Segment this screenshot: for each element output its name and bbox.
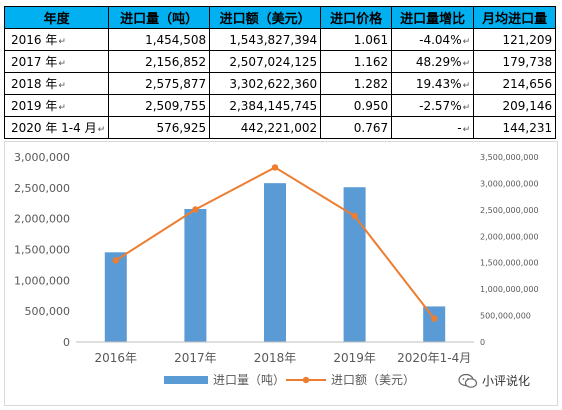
x-axis-ticks: 2016年 2017年 2018年 2019年 2020年1-4月 bbox=[95, 351, 472, 365]
growth-cell: 19.43%↵ bbox=[391, 72, 475, 95]
table-row: 2017 年↵ 2,156,852 2,507,024,125 1.162 48… bbox=[3, 50, 557, 73]
right-axis-ticks: 0 500,000,000 1,000,000,000 1,500,000,000 2,… bbox=[480, 153, 539, 347]
left-tick-label: 2,500,000 bbox=[14, 182, 70, 195]
right-tick-label: 2,500,000,000 bbox=[480, 206, 539, 215]
value-cell: 2,507,024,125 bbox=[209, 50, 322, 73]
line-series bbox=[112, 164, 438, 322]
monthly-avg-cell: 144,231 bbox=[473, 116, 557, 139]
growth-cell: 48.29%↵ bbox=[391, 50, 475, 73]
price-cell: 1.061 bbox=[320, 28, 393, 51]
right-tick-label: 3,000,000,000 bbox=[480, 179, 539, 188]
line-point bbox=[351, 212, 358, 220]
combo-chart: 0 500,000 1,000,000 1,500,000 2,000,000 2,500… bbox=[4, 141, 558, 406]
x-tick-label: 2016年 bbox=[95, 351, 138, 365]
volume-cell: 2,509,755 bbox=[108, 94, 211, 117]
right-tick-label: 1,500,000,000 bbox=[480, 259, 539, 268]
watermark: 小评说化 bbox=[458, 372, 530, 389]
data-table-container: 年度 进口量（吨） 进口额（美元） 进口价格 进口量增比 月均进口量 2016 … bbox=[3, 6, 557, 139]
year-cell: 2017 年↵ bbox=[3, 50, 110, 73]
x-tick-label: 2018年 bbox=[254, 351, 297, 365]
price-cell: 1.162 bbox=[320, 50, 393, 73]
x-tick-label: 2017年 bbox=[174, 351, 217, 365]
bar bbox=[104, 252, 127, 342]
left-tick-label: 2,000,000 bbox=[14, 213, 70, 226]
year-cell: 2019 年↵ bbox=[3, 94, 110, 117]
line-point bbox=[271, 164, 279, 171]
volume-cell: 1,454,508 bbox=[108, 28, 211, 51]
monthly-avg-cell: 209,146 bbox=[473, 94, 557, 117]
monthly-avg-cell: 179,738 bbox=[473, 50, 557, 73]
monthly-avg-cell: 121,209 bbox=[473, 28, 557, 51]
year-cell: 2020 年 1-4 月↵ bbox=[3, 116, 110, 139]
year-cell: 2018 年↵ bbox=[3, 72, 110, 95]
watermark-text: 小评说化 bbox=[482, 374, 531, 388]
price-cell: 0.767 bbox=[320, 116, 393, 139]
bar bbox=[423, 306, 446, 342]
bar bbox=[264, 183, 286, 342]
line-point bbox=[431, 315, 438, 322]
bar bbox=[343, 187, 366, 342]
line-point bbox=[192, 206, 199, 213]
price-cell: 1.282 bbox=[320, 72, 393, 95]
legend-line-label: 进口额（美元） bbox=[331, 373, 415, 387]
growth-cell: -4.04%↵ bbox=[391, 28, 475, 51]
header-monthly-avg: 月均进口量 bbox=[473, 6, 557, 29]
import-data-table: 年度 进口量（吨） 进口额（美元） 进口价格 进口量增比 月均进口量 2016 … bbox=[3, 6, 557, 139]
left-tick-label: 1,500,000 bbox=[14, 244, 70, 257]
right-tick-label: 2,000,000,000 bbox=[480, 232, 539, 241]
value-cell: 2,384,145,745 bbox=[209, 94, 322, 117]
left-axis-ticks: 0 500,000 1,000,000 1,500,000 2,000,000 2,500… bbox=[14, 151, 70, 349]
year-cell: 2016 年↵ bbox=[3, 28, 110, 51]
right-tick-label: 3,500,000,000 bbox=[480, 153, 539, 162]
legend-bar-swatch bbox=[164, 376, 208, 384]
right-tick-label: 500,000,000 bbox=[480, 312, 531, 321]
table-header-row: 年度 进口量（吨） 进口额（美元） 进口价格 进口量增比 月均进口量 bbox=[3, 6, 557, 29]
value-cell: 1,543,827,394 bbox=[209, 28, 322, 51]
volume-cell: 576,925 bbox=[108, 116, 211, 139]
bar bbox=[184, 208, 207, 342]
table-row: 2019 年↵ 2,509,755 2,384,145,745 0.950 -2… bbox=[3, 94, 557, 117]
price-cell: 0.950 bbox=[320, 94, 393, 117]
chart-svg: 0 500,000 1,000,000 1,500,000 2,000,000 2,500… bbox=[4, 141, 558, 406]
left-tick-label: 500,000 bbox=[25, 305, 71, 318]
legend: 进口量（吨） 进口额（美元） bbox=[164, 373, 415, 387]
header-import-volume: 进口量（吨） bbox=[108, 6, 211, 29]
wechat-icon bbox=[458, 373, 478, 388]
left-tick-label: 0 bbox=[63, 336, 70, 349]
right-tick-label: 1,000,000,000 bbox=[480, 285, 539, 294]
x-tick-label: 2020年1-4月 bbox=[397, 351, 471, 365]
value-cell: 3,302,622,360 bbox=[209, 72, 322, 95]
left-tick-label: 1,000,000 bbox=[14, 274, 70, 287]
table-row: 2020 年 1-4 月↵ 576,925 442,221,002 0.767 … bbox=[3, 116, 557, 139]
bar-series bbox=[104, 183, 446, 342]
line-point bbox=[112, 257, 120, 264]
right-tick-label: 0 bbox=[480, 338, 485, 347]
growth-cell: -↵ bbox=[391, 116, 475, 139]
volume-cell: 2,156,852 bbox=[108, 50, 211, 73]
left-tick-label: 3,000,000 bbox=[14, 151, 70, 164]
growth-cell: -2.57%↵ bbox=[391, 94, 475, 117]
volume-cell: 2,575,877 bbox=[108, 72, 211, 95]
legend-bar-label: 进口量（吨） bbox=[213, 373, 285, 387]
header-volume-growth: 进口量增比 bbox=[391, 6, 475, 29]
x-tick-label: 2019年 bbox=[333, 351, 376, 365]
legend-line-dot bbox=[302, 376, 310, 384]
table-row: 2016 年↵ 1,454,508 1,543,827,394 1.061 -4… bbox=[3, 28, 557, 51]
monthly-avg-cell: 214,656 bbox=[473, 72, 557, 95]
value-cell: 442,221,002 bbox=[209, 116, 322, 139]
header-import-price: 进口价格 bbox=[320, 6, 393, 29]
table-row: 2018 年↵ 2,575,877 3,302,622,360 1.282 19… bbox=[3, 72, 557, 95]
header-import-value: 进口额（美元） bbox=[209, 6, 322, 29]
header-year: 年度 bbox=[3, 6, 110, 29]
